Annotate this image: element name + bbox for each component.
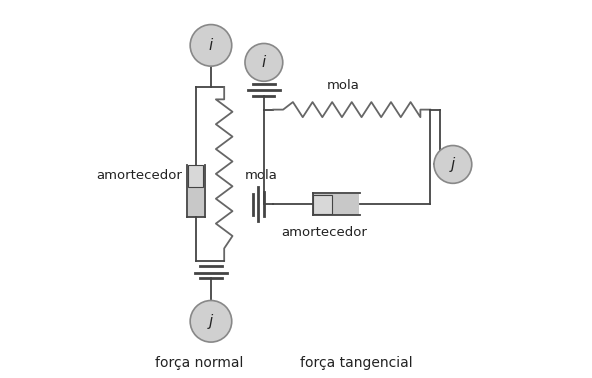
Circle shape: [190, 25, 231, 66]
Text: mola: mola: [327, 79, 360, 91]
Text: j: j: [451, 157, 455, 172]
Text: força tangencial: força tangencial: [300, 356, 413, 370]
Bar: [188, 165, 204, 187]
Text: j: j: [209, 314, 213, 329]
Circle shape: [190, 301, 231, 342]
Bar: [188, 166, 204, 217]
Bar: [313, 194, 359, 215]
Text: amortecedor: amortecedor: [96, 169, 182, 182]
Text: mola: mola: [245, 169, 278, 182]
Text: i: i: [209, 38, 213, 53]
Text: amortecedor: amortecedor: [281, 226, 367, 239]
Circle shape: [245, 43, 283, 81]
Text: i: i: [262, 55, 266, 70]
Bar: [313, 195, 332, 214]
Text: força normal: força normal: [156, 356, 244, 370]
Circle shape: [434, 146, 472, 183]
